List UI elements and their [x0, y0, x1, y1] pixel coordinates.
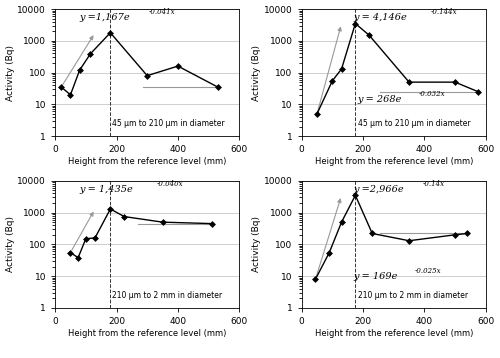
Text: -0.025x: -0.025x — [415, 267, 442, 275]
Y-axis label: Activity (Bq): Activity (Bq) — [6, 45, 15, 101]
X-axis label: Height from the reference level (mm): Height from the reference level (mm) — [314, 157, 473, 166]
X-axis label: Height from the reference level (mm): Height from the reference level (mm) — [68, 329, 226, 338]
X-axis label: Height from the reference level (mm): Height from the reference level (mm) — [68, 157, 226, 166]
Text: y = 4,146e: y = 4,146e — [353, 13, 407, 22]
Text: y =2,966e: y =2,966e — [353, 185, 404, 194]
Text: 45 μm to 210 μm in diameter: 45 μm to 210 μm in diameter — [358, 119, 471, 128]
Text: y = 1,435e: y = 1,435e — [79, 185, 133, 194]
Text: -0.144x: -0.144x — [430, 8, 457, 16]
Text: y = 268e: y = 268e — [357, 96, 402, 105]
Text: y = 169e: y = 169e — [353, 272, 398, 281]
Text: 45 μm to 210 μm in diameter: 45 μm to 210 μm in diameter — [112, 119, 224, 128]
Text: -0.032x: -0.032x — [419, 90, 446, 98]
Text: y =1,167e: y =1,167e — [79, 13, 130, 22]
Text: -0.040x: -0.040x — [156, 180, 183, 188]
Y-axis label: Activity (Bq): Activity (Bq) — [6, 216, 15, 272]
Y-axis label: Activity (Bq): Activity (Bq) — [252, 45, 261, 101]
Text: 210 μm to 2 mm in diameter: 210 μm to 2 mm in diameter — [112, 291, 222, 300]
Text: -0.041x: -0.041x — [148, 8, 176, 16]
Text: 210 μm to 2 mm in diameter: 210 μm to 2 mm in diameter — [358, 291, 469, 300]
Text: -0.14x: -0.14x — [423, 180, 445, 188]
X-axis label: Height from the reference level (mm): Height from the reference level (mm) — [314, 329, 473, 338]
Y-axis label: Activity (Bq): Activity (Bq) — [252, 216, 261, 272]
